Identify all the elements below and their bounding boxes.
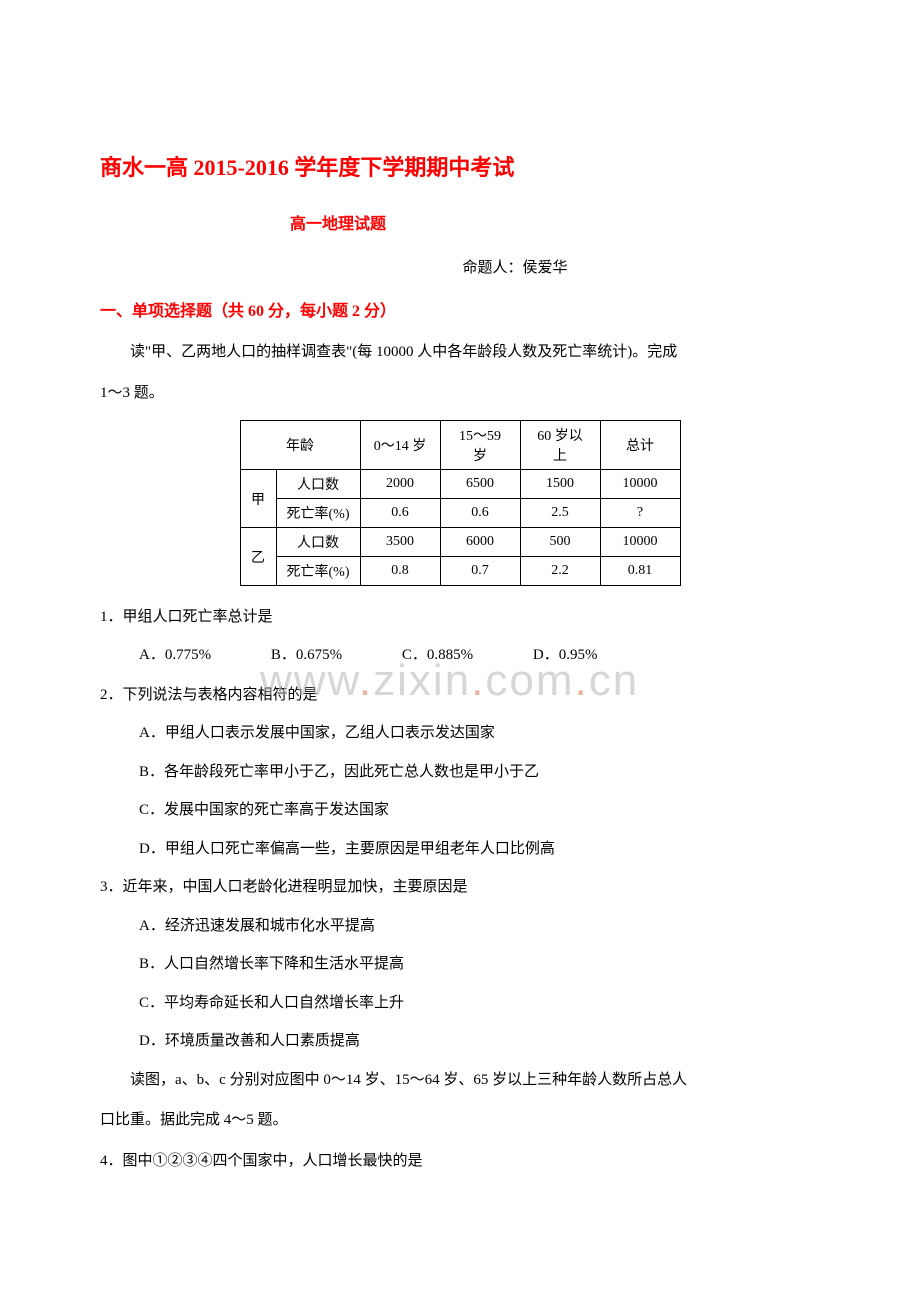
section-header: 一、单项选择题（共 60 分，每小题 2 分） — [100, 297, 820, 321]
page-title: 商水一高 2015-2016 学年度下学期期中考试 — [100, 150, 820, 182]
cell: 0.6 — [440, 499, 520, 528]
cell: 6000 — [440, 528, 520, 557]
q2-b: B．各年龄段死亡率甲小于乙，因此死亡总人数也是甲小于乙 — [100, 755, 820, 790]
q1-c: C．0.885% — [402, 639, 473, 672]
q1-b: B．0.675% — [271, 639, 342, 672]
table-row: 乙 人口数 3500 6000 500 10000 — [240, 528, 680, 557]
table-row: 死亡率(%) 0.6 0.6 2.5 ? — [240, 499, 680, 528]
q3-stem: 3．近年来，中国人口老龄化进程明显加快，主要原因是 — [100, 870, 820, 905]
cell-label: 死亡率(%) — [276, 557, 360, 586]
q3-a: A．经济迅速发展和城市化水平提高 — [100, 909, 820, 944]
intro-line-1: 读"甲、乙两地人口的抽样调查表"(每 10000 人中各年龄段人数及死亡率统计)… — [100, 335, 820, 370]
cell-label: 死亡率(%) — [276, 499, 360, 528]
cell: 1500 — [520, 470, 600, 499]
cell: 10000 — [600, 528, 680, 557]
q1-d: D．0.95% — [533, 639, 598, 672]
q1-a: A．0.775% — [139, 639, 211, 672]
q3-c: C．平均寿命延长和人口自然增长率上升 — [100, 986, 820, 1021]
q1-stem: 1．甲组人口死亡率总计是 — [100, 600, 820, 635]
cell-label: 人口数 — [276, 528, 360, 557]
cell-label: 人口数 — [276, 470, 360, 499]
cell: 3500 — [360, 528, 440, 557]
q3-b: B．人口自然增长率下降和生活水平提高 — [100, 947, 820, 982]
cell: 0.7 — [440, 557, 520, 586]
table-row: 死亡率(%) 0.8 0.7 2.2 0.81 — [240, 557, 680, 586]
q2-d: D．甲组人口死亡率偏高一些，主要原因是甲组老年人口比例高 — [100, 832, 820, 867]
q1-options: A．0.775% B．0.675% C．0.885% D．0.95% — [100, 639, 820, 672]
th-0-14: 0～14 岁 — [360, 421, 440, 470]
intro-line-2: 1～3 题。 — [100, 376, 820, 411]
author-line: 命题人：侯爱华 — [210, 256, 820, 277]
table-header-row: 年龄 0～14 岁 15～59 岁 60 岁以上 总计 — [240, 421, 680, 470]
q2-a: A．甲组人口表示发展中国家，乙组人口表示发达国家 — [100, 716, 820, 751]
intro-line-4: 口比重。据此完成 4～5 题。 — [100, 1103, 820, 1138]
cell: 6500 — [440, 470, 520, 499]
cell: 0.8 — [360, 557, 440, 586]
cell: 2000 — [360, 470, 440, 499]
cell: ? — [600, 499, 680, 528]
cell: 0.81 — [600, 557, 680, 586]
intro-line-3: 读图，a、b、c 分别对应图中 0～14 岁、15～64 岁、65 岁以上三种年… — [100, 1063, 820, 1098]
cell: 2.2 — [520, 557, 600, 586]
cell: 0.6 — [360, 499, 440, 528]
th-60plus: 60 岁以上 — [520, 421, 600, 470]
cell: 500 — [520, 528, 600, 557]
q2-stem: 2．下列说法与表格内容相符的是 — [100, 678, 820, 713]
th-total: 总计 — [600, 421, 680, 470]
group-jia: 甲 — [240, 470, 276, 528]
q3-d: D．环境质量改善和人口素质提高 — [100, 1024, 820, 1059]
cell: 10000 — [600, 470, 680, 499]
table-row: 甲 人口数 2000 6500 1500 10000 — [240, 470, 680, 499]
q4-stem: 4．图中①②③④四个国家中，人口增长最快的是 — [100, 1144, 820, 1179]
th-age: 年龄 — [240, 421, 360, 470]
group-yi: 乙 — [240, 528, 276, 586]
page-subtitle: 高一地理试题 — [290, 210, 820, 234]
q2-c: C．发展中国家的死亡率高于发达国家 — [100, 793, 820, 828]
cell: 2.5 — [520, 499, 600, 528]
population-table: 年龄 0～14 岁 15～59 岁 60 岁以上 总计 甲 人口数 2000 6… — [240, 420, 681, 586]
data-table-wrap: 年龄 0～14 岁 15～59 岁 60 岁以上 总计 甲 人口数 2000 6… — [100, 420, 820, 586]
th-15-59: 15～59 岁 — [440, 421, 520, 470]
